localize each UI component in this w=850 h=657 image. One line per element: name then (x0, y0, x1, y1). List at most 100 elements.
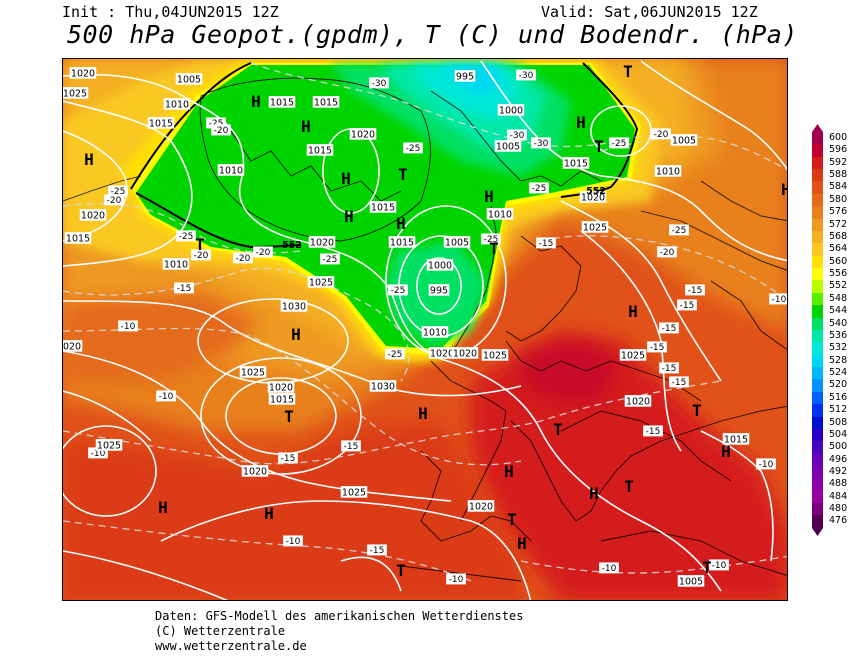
svg-text:1020: 1020 (71, 68, 95, 79)
svg-text:-20: -20 (107, 196, 122, 206)
svg-text:1015: 1015 (371, 202, 395, 213)
isobar-label: 1020 (63, 340, 83, 352)
svg-text:1020: 1020 (453, 348, 477, 359)
footer-line-2: (C) Wetterzentrale (155, 624, 286, 638)
low-pressure-marker: T (507, 510, 517, 529)
isobar-label: 1010 (217, 164, 245, 176)
isobar-label: 995 (454, 70, 476, 82)
low-pressure-marker: T (284, 407, 294, 426)
isobar-label: 1000 (426, 259, 454, 271)
temperature-label: -30 (507, 129, 527, 141)
svg-text:-20: -20 (194, 251, 209, 261)
svg-text:1015: 1015 (390, 237, 414, 248)
high-pressure-marker: H (158, 498, 168, 517)
temperature-labels: -30-30-25-20-25-30-30 -25-20-25-20-25-25-… (88, 69, 787, 585)
colorbar-cell (812, 132, 823, 145)
svg-text:-30: -30 (519, 71, 534, 81)
geopotential-field (63, 59, 787, 600)
svg-text:1010: 1010 (165, 99, 189, 110)
svg-text:1015: 1015 (314, 97, 338, 108)
temperature-label: -15 (659, 362, 679, 374)
temperature-label: -15 (643, 425, 663, 437)
svg-text:1025: 1025 (483, 350, 507, 361)
svg-text:-25: -25 (532, 184, 547, 194)
svg-text:1020: 1020 (310, 237, 334, 248)
low-pressure-marker: T (702, 558, 712, 577)
colorbar-label: 484 (829, 490, 848, 502)
svg-text:-10: -10 (159, 392, 174, 402)
svg-text:1015: 1015 (149, 118, 173, 129)
svg-text:-15: -15 (344, 442, 359, 452)
low-pressure-marker: T (396, 561, 406, 580)
temperature-label: -10 (156, 390, 176, 402)
svg-text:-15: -15 (370, 546, 385, 556)
isobar-label: 1015 (268, 96, 296, 108)
svg-text:1030: 1030 (371, 381, 395, 392)
temperature-label: -10 (756, 458, 776, 470)
svg-text:1020: 1020 (81, 210, 105, 221)
svg-text:-25: -25 (388, 350, 403, 360)
temperature-label: -10 (283, 535, 303, 547)
temperature-label: -15 (685, 284, 705, 296)
isobar-label: 1005 (443, 236, 471, 248)
colorbar-label: 488 (829, 478, 848, 490)
svg-text:-15: -15 (680, 301, 695, 311)
svg-text:-25: -25 (484, 235, 499, 245)
svg-text:1015: 1015 (270, 97, 294, 108)
colorbar-cell (812, 441, 823, 455)
weather-map: -30 -30 -25 -20 -25 -30 -30 -25 -20 -25 -20 -25 -25-… (62, 58, 788, 601)
high-pressure-marker: H (301, 117, 311, 136)
svg-text:-20: -20 (660, 248, 675, 258)
temperature-label: -25 (176, 230, 196, 242)
high-pressure-marker: H (517, 534, 527, 553)
isobar-label: 1020 (624, 395, 652, 407)
high-pressure-marker: H (344, 207, 354, 226)
svg-text:1005: 1005 (496, 141, 520, 152)
svg-text:-10: -10 (712, 561, 727, 571)
temperature-label: -20 (191, 249, 211, 261)
high-pressure-marker: H (628, 302, 638, 321)
svg-text:1020: 1020 (626, 396, 650, 407)
svg-text:-30: -30 (534, 139, 549, 149)
colorbar-label: 528 (829, 354, 848, 366)
svg-text:1025: 1025 (342, 487, 366, 498)
temperature-label: -25 (108, 185, 128, 197)
isobar-label: 1020 (428, 347, 456, 359)
colorbar-cell (812, 478, 823, 492)
pressure-centers: HHHHHHHHHHHHHHHHHHTTTTTTTTTTTT (84, 62, 787, 580)
svg-text:1030: 1030 (282, 301, 306, 312)
isobar-label: 1015 (268, 393, 296, 405)
height-contour-label: 552 (282, 240, 302, 251)
svg-text:-25: -25 (391, 286, 406, 296)
temperature-label: -15 (341, 440, 361, 452)
colorbar-label: 524 (829, 367, 848, 379)
high-pressure-marker: H (721, 442, 731, 461)
colorbar-cell (812, 280, 823, 294)
svg-text:1020: 1020 (243, 466, 267, 477)
svg-text:1025: 1025 (241, 367, 265, 378)
temperature-label: -10 (446, 573, 466, 585)
svg-text:-20: -20 (654, 130, 669, 140)
colorbar-cell (812, 255, 823, 269)
svg-text:1000: 1000 (499, 105, 523, 116)
colorbar-label: 576 (829, 206, 848, 218)
isobar-label: 1015 (722, 433, 750, 445)
temperature-label: -25 (403, 142, 423, 154)
colorbar-label: 496 (829, 453, 848, 465)
svg-text:1015: 1015 (724, 434, 748, 445)
svg-text:-25: -25 (323, 255, 338, 265)
colorbar-label: 516 (829, 391, 848, 403)
colorbar-cell (812, 354, 823, 368)
colorbar-cell (812, 292, 823, 306)
temperature-label: -15 (669, 376, 689, 388)
svg-text:1015: 1015 (270, 394, 294, 405)
svg-text:1020: 1020 (581, 192, 605, 203)
svg-text:1015: 1015 (564, 158, 588, 169)
isobar-label: 1005 (677, 575, 705, 587)
svg-text:-10: -10 (121, 322, 136, 332)
svg-text:1015: 1015 (308, 145, 332, 156)
temperature-label: -25 (206, 117, 226, 129)
temperature-label: -20 (253, 246, 273, 258)
svg-text:-25: -25 (111, 187, 126, 197)
svg-text:-20: -20 (236, 254, 251, 264)
